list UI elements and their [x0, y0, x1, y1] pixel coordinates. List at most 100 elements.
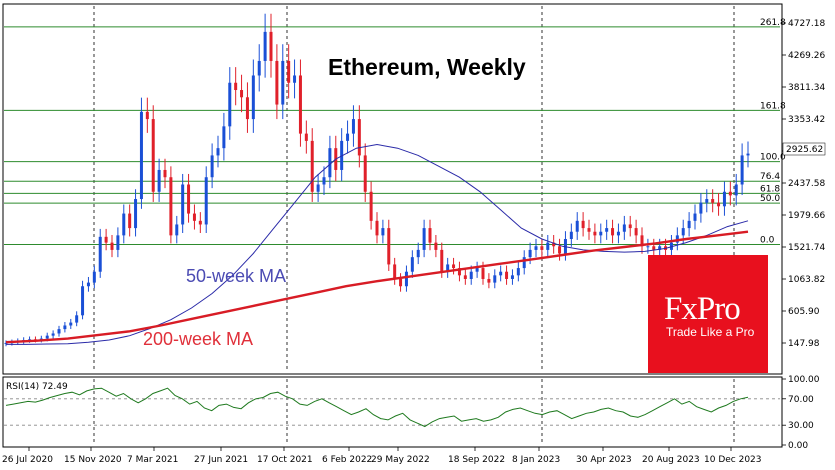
candle-body	[652, 246, 656, 250]
candle-body	[640, 235, 644, 247]
candle-body	[110, 242, 114, 250]
date-tick-label: 30 Apr 2023	[576, 455, 632, 465]
candle-body	[381, 228, 385, 236]
rsi-label: RSI(14) 72.49	[6, 382, 68, 392]
candle-body	[510, 275, 514, 279]
candle-body	[646, 246, 650, 248]
fxpro-tagline: Trade Like a Pro	[666, 325, 755, 339]
candle-body	[728, 191, 732, 196]
date-tick-label: 26 Jul 2020	[2, 455, 53, 465]
candle-body	[81, 286, 85, 316]
candle-body	[157, 169, 161, 192]
candle-body	[675, 235, 679, 243]
candle-body	[293, 75, 297, 83]
candle-body	[304, 133, 308, 141]
candle-body	[399, 278, 403, 287]
date-tick-label: 10 Dec 2023	[704, 455, 762, 465]
candle-body	[328, 148, 332, 178]
candle-body	[363, 155, 367, 192]
candle-body	[628, 224, 632, 229]
candle-body	[605, 228, 609, 232]
candle-body	[404, 271, 408, 287]
candle-body	[251, 75, 255, 120]
candle-body	[463, 275, 467, 279]
candle-body	[92, 271, 96, 283]
rsi-tick-label: 30.00	[788, 421, 814, 431]
date-tick-label: 15 Nov 2020	[64, 455, 122, 465]
candle-body	[346, 133, 350, 141]
candle-body	[4, 342, 8, 344]
candle-body	[587, 228, 591, 232]
candle-body	[575, 220, 579, 232]
vertical-gridlines	[93, 6, 735, 445]
candle-body	[57, 329, 61, 334]
price-tick-label: 1063.82	[788, 275, 825, 285]
candle-body	[145, 111, 149, 120]
candle-body	[528, 249, 532, 258]
candle-body	[63, 325, 67, 330]
candle-body	[86, 282, 90, 287]
candle-body	[428, 228, 432, 243]
candle-body	[740, 155, 744, 185]
candle-body	[45, 335, 49, 339]
candle-body	[39, 338, 43, 340]
candle-body	[546, 242, 550, 250]
price-tick-label: 3811.34	[788, 83, 825, 93]
candle-body	[387, 228, 391, 265]
candle-body	[287, 60, 291, 83]
current-price-label: 2925.62	[786, 145, 823, 155]
candle-body	[275, 60, 279, 105]
fib-level-label: 61.8	[760, 184, 780, 194]
candle-body	[440, 249, 444, 272]
candle-body	[552, 242, 556, 247]
ma50-line	[6, 143, 749, 345]
candle-body	[446, 264, 450, 272]
candle-body	[599, 231, 603, 236]
candle-body	[98, 236, 102, 272]
candle-body	[269, 31, 273, 61]
price-tick-label: 2437.58	[788, 179, 825, 189]
candle-body	[457, 268, 461, 276]
fxpro-logo: FxPro Trade Like a Pro	[648, 255, 768, 373]
candle-body	[481, 268, 485, 279]
date-axis-ticks: 26 Jul 2020 15 Nov 2020 7 Mar 2021 27 Jun 2…	[2, 447, 762, 465]
candle-body	[410, 257, 414, 272]
candle-body	[128, 213, 132, 229]
rsi-series: 100.00 70.00 30.00 0.00	[4, 375, 820, 451]
candle-body	[416, 249, 420, 258]
candle-body	[493, 275, 497, 283]
price-tick-label: 3353.42	[788, 115, 825, 125]
candle-body	[722, 191, 726, 207]
candle-body	[505, 271, 509, 279]
candle-body	[434, 242, 438, 250]
candle-body	[263, 31, 267, 61]
rsi-tick-label: 100.00	[788, 375, 820, 385]
fib-level-label: 76.4	[760, 172, 780, 182]
candle-body	[581, 220, 585, 229]
candle-body	[28, 339, 32, 341]
candle-body	[351, 119, 355, 134]
moving-averages	[5, 143, 749, 345]
candle-body	[569, 231, 573, 240]
candle-body	[681, 228, 685, 236]
candle-body	[699, 202, 703, 214]
ma50-label: 50-week MA	[186, 266, 286, 286]
date-tick-label: 6 Feb 2022	[322, 455, 372, 465]
candle-body	[116, 235, 120, 250]
candle-body	[122, 213, 126, 236]
fibonacci-levels: 261.8 161.8 100.0 76.4 61.850.0 0.0	[4, 18, 786, 245]
candle-body	[469, 271, 473, 279]
fxpro-logo-box	[648, 255, 768, 373]
candle-body	[746, 153, 750, 156]
price-tick-label: 147.98	[788, 339, 820, 349]
date-tick-label: 27 Jun 2021	[194, 455, 248, 465]
fib-level-label: 0.0	[760, 235, 775, 245]
current-price-marker	[782, 142, 826, 156]
candle-body	[658, 246, 662, 250]
candle-body	[104, 236, 108, 243]
fxpro-logo-text: FxPro	[664, 291, 740, 327]
candle-body	[611, 228, 615, 236]
candle-body	[151, 119, 155, 192]
chart-title: Ethereum, Weekly	[328, 54, 526, 80]
